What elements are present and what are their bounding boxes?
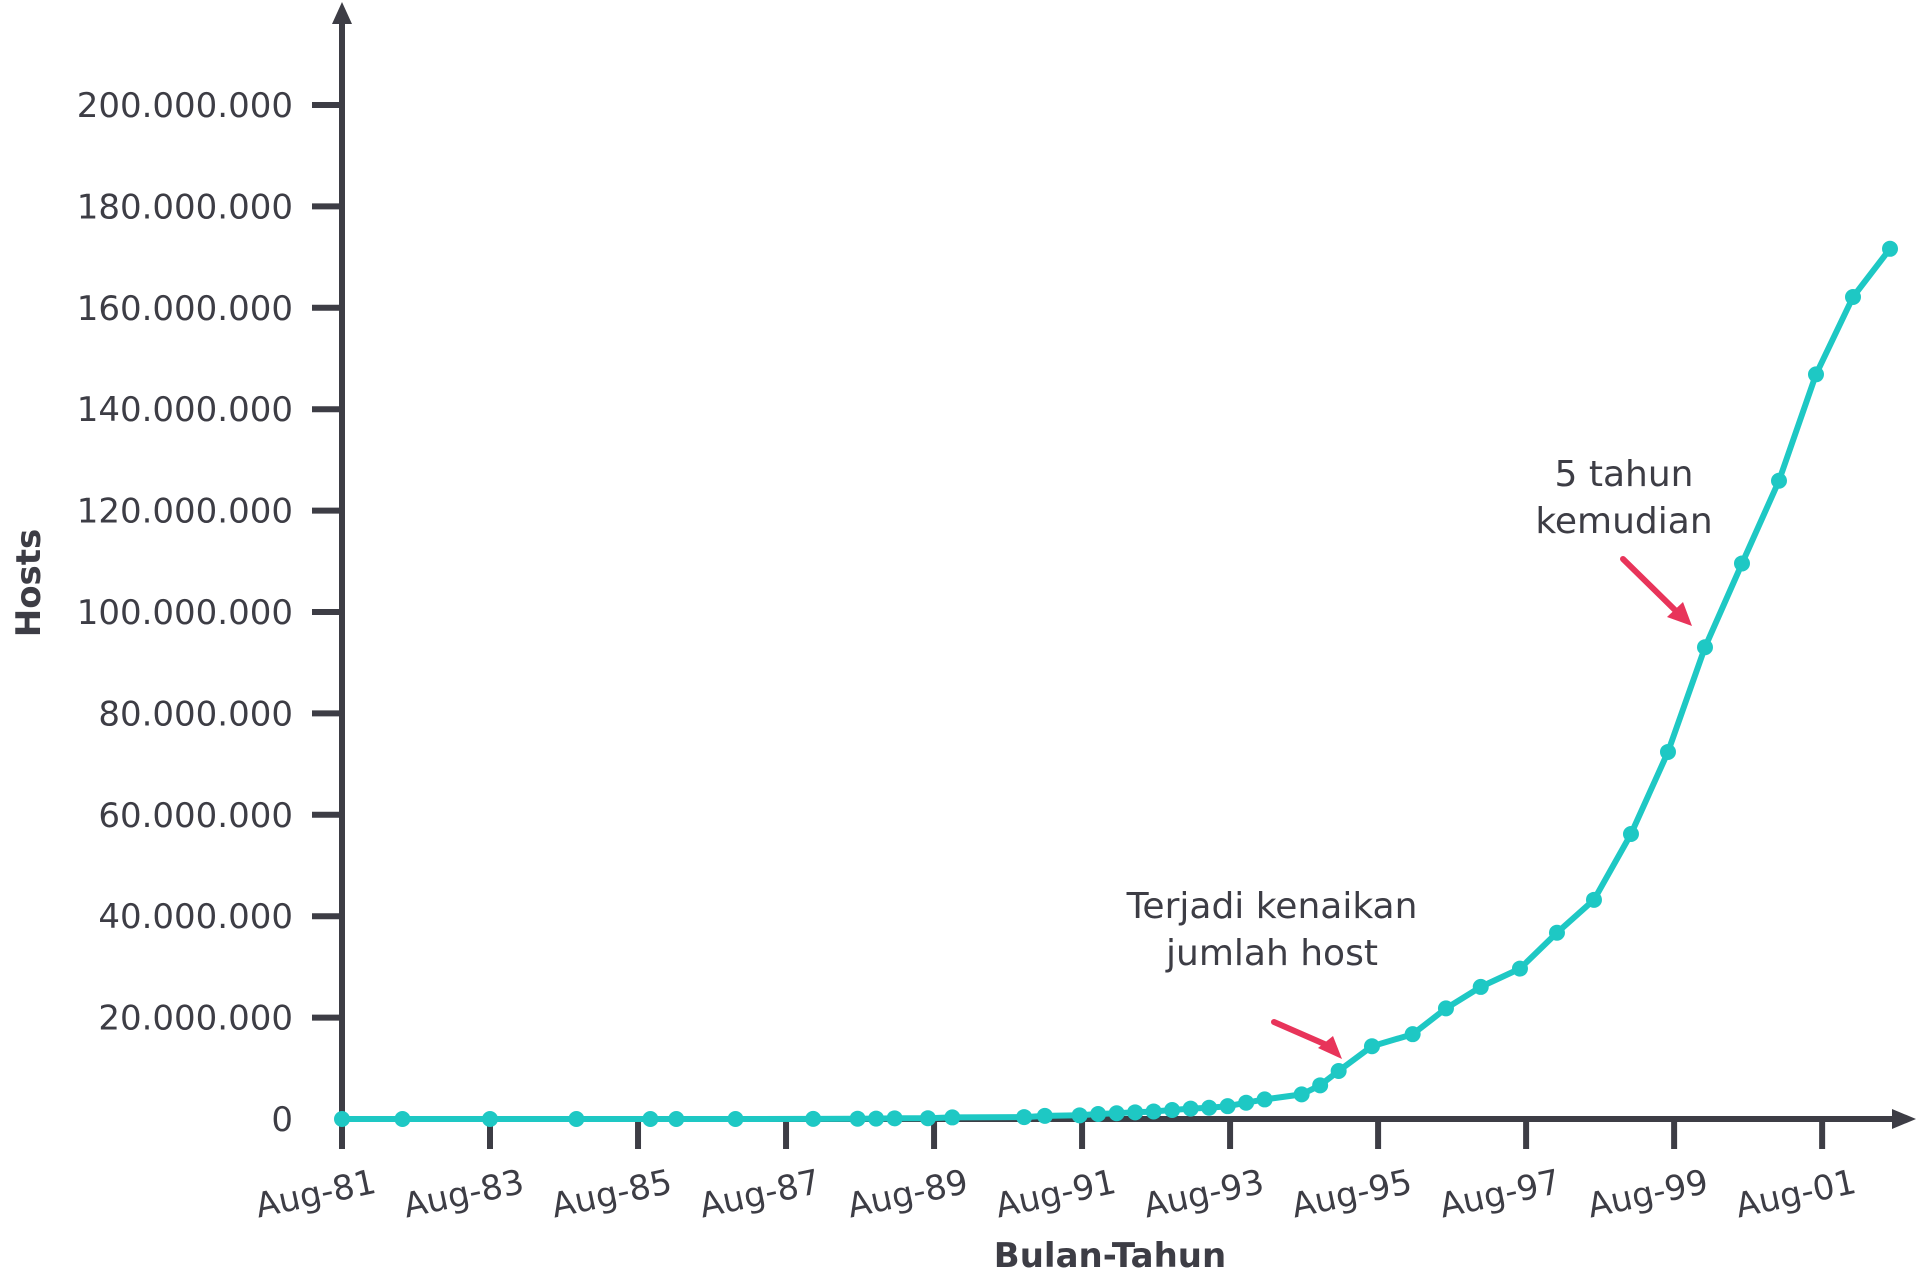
data-point [1472, 978, 1489, 995]
axes [332, 2, 1916, 1129]
data-point [1807, 366, 1824, 383]
annotation-arrow-shaft [1620, 556, 1680, 615]
data-point [568, 1110, 585, 1127]
data-point [1437, 1000, 1454, 1017]
data-point [1585, 891, 1602, 908]
y-tick-label: 160.000.000 [77, 289, 293, 329]
data-point [727, 1110, 744, 1127]
data-point [1219, 1098, 1236, 1115]
y-tick-label: 0 [271, 1100, 293, 1140]
data-point [394, 1110, 411, 1127]
data-point [1201, 1099, 1218, 1116]
annotation-arrow-shaft [1271, 1019, 1332, 1049]
data-point [642, 1110, 659, 1127]
y-tick-label: 120.000.000 [77, 492, 293, 532]
data-point [1770, 472, 1787, 489]
x-tick-label: Aug-81 [252, 1162, 380, 1226]
y-tick-label: 200.000.000 [77, 86, 293, 126]
data-point [1312, 1077, 1329, 1094]
data-point [1108, 1105, 1125, 1122]
series-line [339, 245, 1893, 1122]
y-axis-ticks: 0 20.000.000 40.000.000 60.000.000 80.000.00… [77, 86, 342, 1140]
data-point [482, 1110, 499, 1127]
data-point [1511, 960, 1528, 977]
data-point [1293, 1086, 1310, 1103]
annotation-text-line: kemudian [1535, 501, 1712, 542]
annotation-arrowhead [1318, 1036, 1342, 1059]
data-point [1016, 1109, 1033, 1126]
x-tick-label: Aug-01 [1732, 1162, 1860, 1226]
data-point [1548, 924, 1565, 941]
data-point [668, 1110, 685, 1127]
data-point [1696, 639, 1713, 656]
data-point [1733, 555, 1750, 572]
data-point [1363, 1038, 1380, 1055]
x-axis-title: Bulan-Tahun [994, 1236, 1226, 1273]
data-point [1404, 1026, 1421, 1043]
data-point [1256, 1091, 1273, 1108]
y-tick-label: 40.000.000 [98, 897, 293, 937]
annotations-group: Terjadi kenaikan jumlah host 5 tahun kemudi… [1126, 454, 1713, 1059]
data-point [944, 1109, 961, 1126]
data-point [1330, 1062, 1347, 1079]
x-tick-label: Aug-83 [400, 1162, 528, 1226]
data-point [1090, 1105, 1107, 1122]
data-point [919, 1110, 936, 1127]
y-tick-label: 80.000.000 [98, 694, 293, 734]
x-tick-label: Aug-95 [1288, 1162, 1416, 1226]
data-point [849, 1110, 866, 1127]
data-point [1844, 289, 1861, 306]
x-tick-label: Aug-97 [1436, 1162, 1564, 1226]
data-point [1145, 1103, 1162, 1120]
annotation-text-line: jumlah host [1165, 933, 1378, 974]
data-point [1182, 1100, 1199, 1117]
x-axis-ticks: Aug-81 Aug-83 Aug-85 Aug-87 Aug-89 Aug-91 Aug-… [252, 1119, 1860, 1226]
data-point [1882, 240, 1898, 257]
annotation-text-line: 5 tahun [1555, 454, 1694, 495]
data-point [805, 1110, 822, 1127]
series-group [334, 240, 1898, 1127]
data-point [1127, 1104, 1144, 1121]
y-tick-label: 20.000.000 [98, 999, 293, 1039]
data-point [334, 1110, 350, 1127]
y-tick-label: 60.000.000 [98, 796, 293, 836]
data-point [886, 1110, 903, 1127]
y-tick-label: 140.000.000 [77, 390, 293, 430]
x-tick-label: Aug-89 [844, 1162, 972, 1226]
annotation-arrowhead [1667, 602, 1692, 626]
x-tick-label: Aug-87 [696, 1162, 824, 1226]
x-tick-label: Aug-93 [1140, 1162, 1268, 1226]
y-tick-label: 180.000.000 [77, 187, 293, 227]
y-axis-title: Hosts [9, 529, 49, 638]
data-point [1164, 1101, 1181, 1118]
data-point [868, 1110, 885, 1127]
y-tick-label: 100.000.000 [77, 593, 293, 633]
x-tick-label: Aug-91 [992, 1162, 1120, 1226]
data-point [1036, 1107, 1053, 1124]
x-tick-label: Aug-85 [548, 1162, 676, 1226]
x-axis-arrowhead [1892, 1109, 1916, 1129]
y-axis-arrowhead [332, 2, 352, 24]
annotation-text-line: Terjadi kenaikan [1126, 886, 1418, 927]
data-point [1659, 743, 1676, 760]
data-point [1238, 1094, 1255, 1111]
x-tick-label: Aug-99 [1584, 1162, 1712, 1226]
data-point [1622, 825, 1639, 842]
data-point [1071, 1107, 1088, 1124]
